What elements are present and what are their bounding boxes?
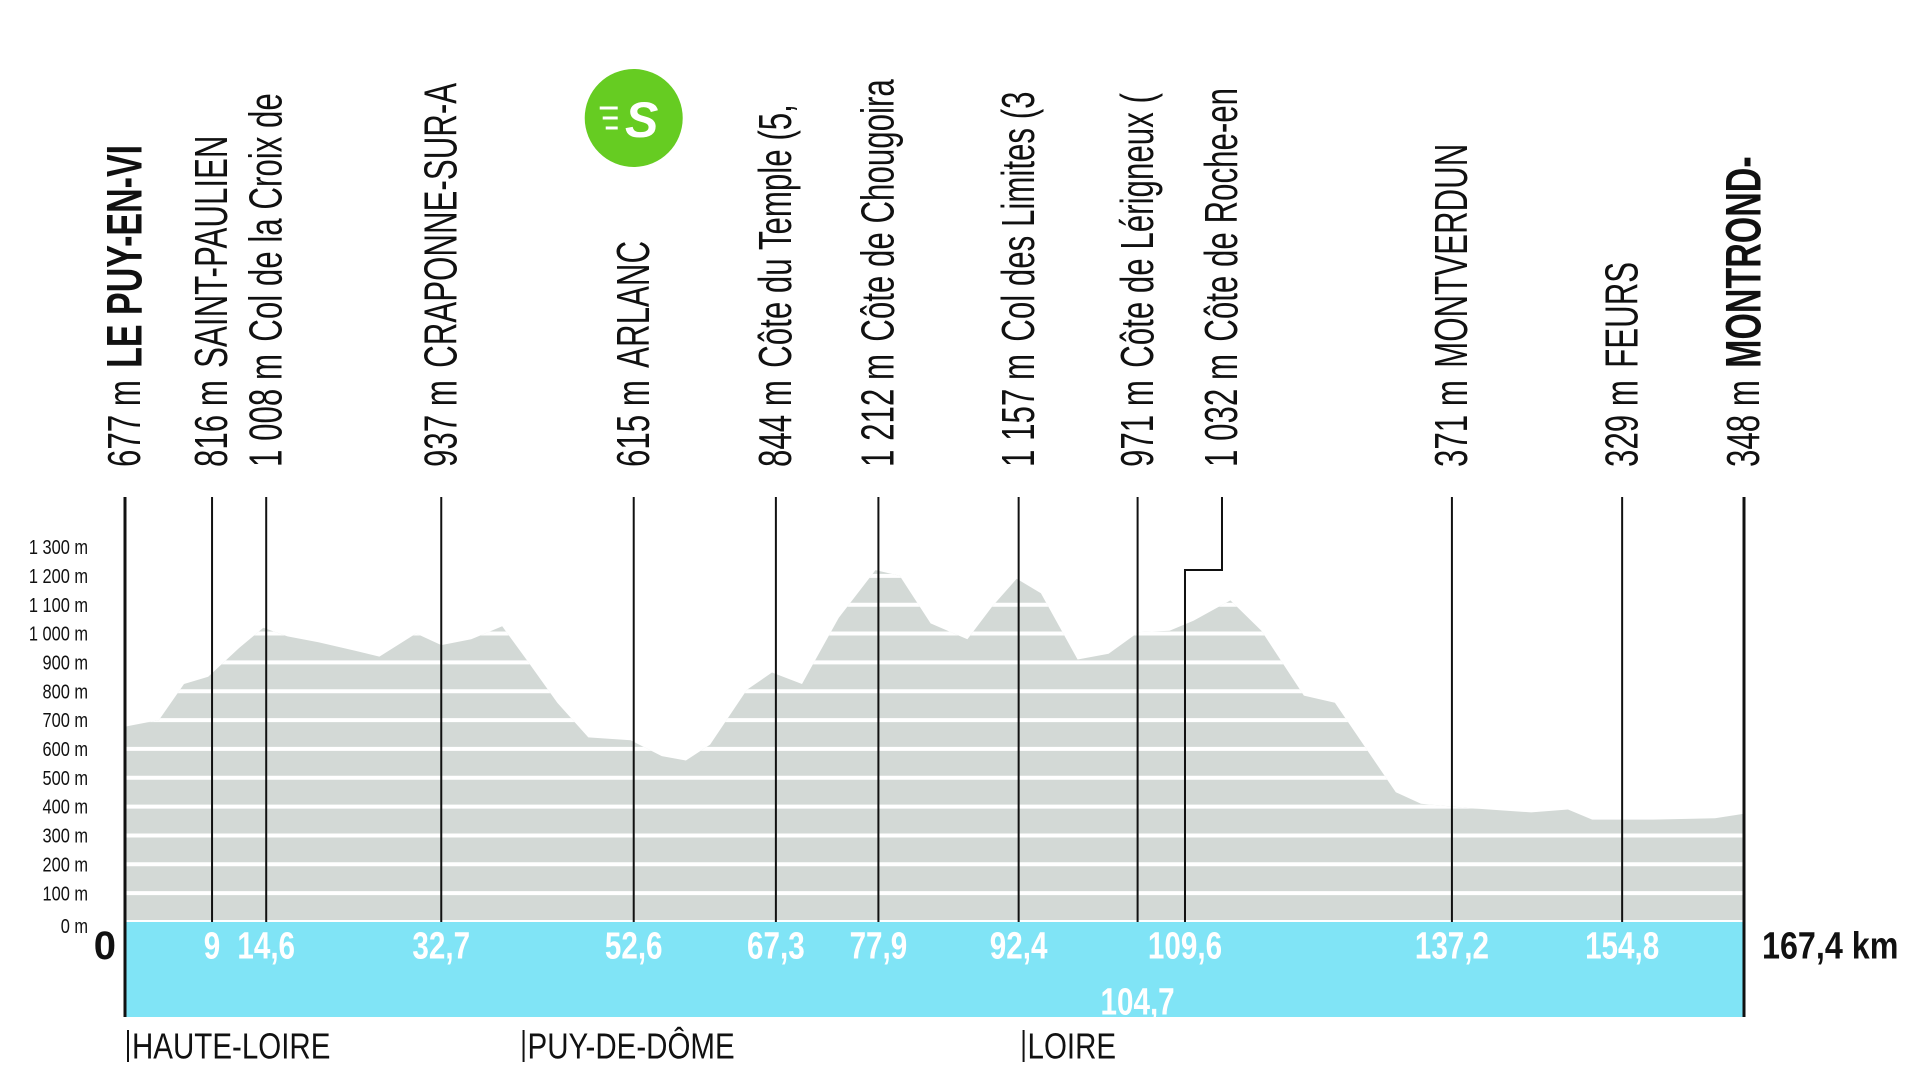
waypoint-elevation: 677 m <box>99 380 150 467</box>
km-label: 154,8 <box>1585 925 1659 967</box>
waypoint-label: 1 157 m Col des Limites (3 <box>993 91 1044 467</box>
km-label: 14,6 <box>237 925 295 967</box>
waypoint-elevation: 1 008 m <box>240 354 291 467</box>
y-tick-label: 0 m <box>61 915 88 938</box>
distance-band <box>125 922 1744 1017</box>
waypoint-label: 371 m MONTVERDUN <box>1426 144 1477 467</box>
waypoint-elevation: 937 m <box>416 380 467 467</box>
y-tick-label: 100 m <box>42 882 88 905</box>
sprint-icon <box>584 69 683 167</box>
waypoint-label: 844 m Côte du Temple (5, <box>750 104 801 467</box>
waypoint-label: 1 032 m Côte de Roche-en <box>1196 88 1247 467</box>
region-name: HAUTE-LOIRE <box>132 1026 330 1066</box>
waypoint-name: Col des Limites (3 <box>993 91 1044 341</box>
waypoint-line <box>1183 497 1223 922</box>
km-label: 137,2 <box>1415 925 1489 967</box>
waypoint-name: MONTVERDUN <box>1426 144 1477 368</box>
waypoint-label: 816 m SAINT-PAULIEN <box>186 136 237 467</box>
km-label: 52,6 <box>605 925 663 967</box>
waypoint-name: Côte de Lérigneux ( <box>1112 93 1163 368</box>
waypoint-elevation: 844 m <box>750 380 801 467</box>
waypoint-elevation: 371 m <box>1426 380 1477 467</box>
waypoint-label: 348 m MONTROND- <box>1716 156 1772 467</box>
y-tick-label: 300 m <box>42 824 88 847</box>
region-name: LOIRE <box>1028 1026 1117 1066</box>
waypoint-label: 1 212 m Côte de Chougoira <box>853 79 904 467</box>
waypoint-elevation: 971 m <box>1112 380 1163 467</box>
km-label: 77,9 <box>850 925 908 967</box>
y-tick-label: 200 m <box>42 853 88 876</box>
y-tick-label: 700 m <box>42 709 88 732</box>
y-tick-label: 600 m <box>42 737 88 760</box>
waypoint-name: SAINT-PAULIEN <box>186 136 237 368</box>
y-tick-label: 400 m <box>42 795 88 818</box>
waypoint-label: 1 008 m Col de la Croix de <box>240 93 291 467</box>
sprint-letter: S <box>625 92 658 148</box>
waypoint-elevation: 816 m <box>186 380 237 467</box>
y-tick-label: 1 000 m <box>29 622 88 645</box>
waypoint-name: Col de la Croix de <box>240 93 291 342</box>
waypoint-name: Côte de Chougoira <box>853 79 904 342</box>
waypoint-name: LE PUY-EN-VI <box>97 145 153 368</box>
waypoint-name: FEURS <box>1596 262 1647 368</box>
waypoint-name: CRAPONNE-SUR-A <box>416 82 467 368</box>
km-label: 0 <box>94 924 116 968</box>
km-label: 92,4 <box>990 925 1048 967</box>
km-label: 109,6 <box>1148 925 1222 967</box>
km-label: 67,3 <box>747 925 805 967</box>
waypoint-label: 937 m CRAPONNE-SUR-A <box>416 82 467 467</box>
waypoint-elevation: 1 157 m <box>993 354 1044 467</box>
waypoint-elevation: 329 m <box>1596 380 1647 467</box>
waypoint-elevation: 1 032 m <box>1196 354 1247 467</box>
y-tick-label: 900 m <box>42 651 88 674</box>
y-tick-label: 1 300 m <box>29 536 88 559</box>
waypoint-label: 677 m LE PUY-EN-VI <box>97 145 153 467</box>
waypoint-label: 971 m Côte de Lérigneux ( <box>1112 93 1163 467</box>
y-tick-label: 1 100 m <box>29 593 88 616</box>
waypoint-label: 615 m ARLANC <box>608 241 659 467</box>
km-label: 167,4 km <box>1762 925 1898 967</box>
region-name: PUY-DE-DÔME <box>528 1026 735 1066</box>
waypoint-label: 329 m FEURS <box>1596 262 1647 467</box>
y-tick-label: 800 m <box>42 680 88 703</box>
km-label: 104,7 <box>1101 981 1175 1023</box>
y-tick-label: 500 m <box>42 766 88 789</box>
waypoint-name: Côte du Temple (5, <box>750 104 801 368</box>
waypoint-elevation: 615 m <box>608 380 659 467</box>
waypoint-elevation: 1 212 m <box>853 354 904 467</box>
waypoint-elevation: 348 m <box>1718 380 1769 467</box>
km-label: 32,7 <box>412 925 470 967</box>
waypoint-name: ARLANC <box>608 241 659 368</box>
waypoint-name: Côte de Roche-en <box>1196 88 1247 342</box>
y-tick-label: 1 200 m <box>29 564 88 587</box>
waypoint-name: MONTROND- <box>1716 156 1772 368</box>
km-label: 9 <box>204 925 220 967</box>
